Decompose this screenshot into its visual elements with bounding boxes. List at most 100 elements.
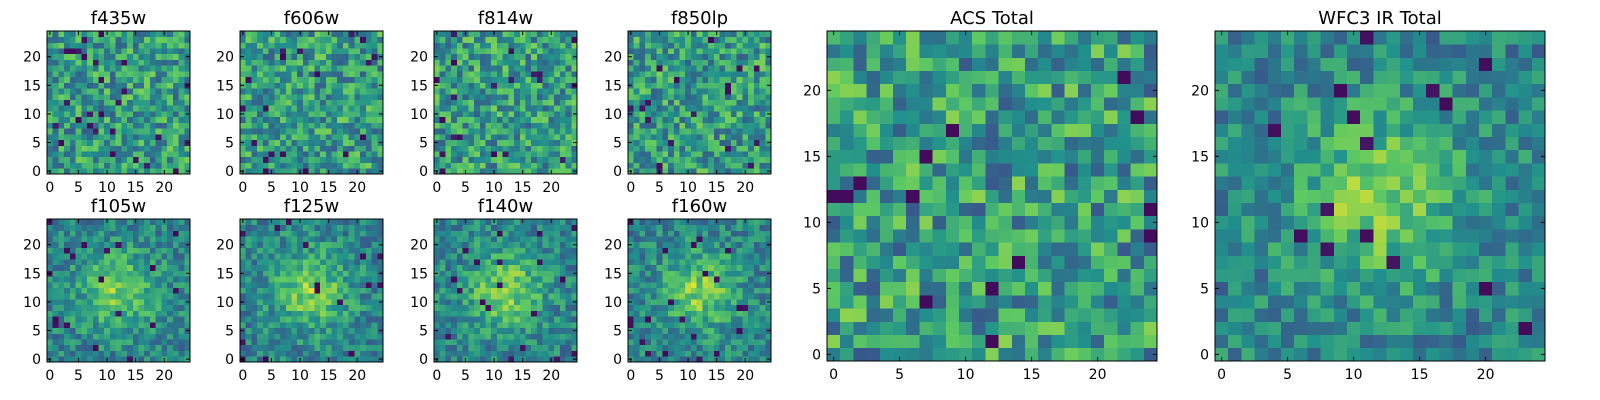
heatmap-cell <box>98 168 105 175</box>
heatmap-cell <box>87 76 94 83</box>
heatmap-cell <box>98 53 105 60</box>
y-tick-label: 20 <box>23 238 41 254</box>
heatmap-cell <box>445 122 452 129</box>
heatmap-cell <box>514 162 521 169</box>
heatmap-cell <box>753 139 760 146</box>
heatmap-cell <box>662 99 669 106</box>
heatmap-cell <box>519 247 526 254</box>
heatmap-cell <box>725 333 732 340</box>
heatmap-cell <box>257 128 264 135</box>
heatmap-cell <box>456 230 463 237</box>
heatmap-cell <box>149 230 157 237</box>
heatmap-cell <box>536 93 544 100</box>
heatmap-cell <box>765 99 772 106</box>
heatmap-cell <box>262 310 269 317</box>
heatmap-cell <box>354 36 361 43</box>
heatmap-cell <box>167 65 174 72</box>
heatmap-cell <box>87 281 94 288</box>
heatmap-cell <box>280 327 287 334</box>
heatmap-cell <box>548 281 555 288</box>
heatmap-cell <box>765 293 772 300</box>
heatmap-cell <box>337 151 344 158</box>
heatmap-cell <box>325 321 332 329</box>
heatmap-cell <box>121 53 128 60</box>
heatmap-cell <box>314 99 321 106</box>
heatmap-cell <box>87 99 94 106</box>
heatmap-cell <box>565 65 572 72</box>
heatmap-cell <box>685 151 692 158</box>
heatmap-cell <box>645 316 652 323</box>
heatmap-cell <box>121 105 128 112</box>
heatmap-cell <box>559 219 566 226</box>
heatmap-cell <box>496 333 503 340</box>
heatmap-cell <box>730 293 738 300</box>
heatmap-cell <box>536 133 544 141</box>
heatmap-cell <box>548 116 555 123</box>
heatmap-cell <box>719 299 726 306</box>
heatmap-cell <box>531 128 538 135</box>
heatmap-cell <box>708 156 715 163</box>
heatmap-cell <box>178 82 185 89</box>
heatmap-cell <box>462 65 469 72</box>
heatmap-cell <box>155 264 162 271</box>
heatmap-cell <box>753 76 760 83</box>
heatmap-cell <box>479 31 486 38</box>
heatmap-cell <box>765 310 772 317</box>
heatmap-cell <box>650 339 657 346</box>
heatmap-cell <box>161 36 168 43</box>
heatmap-cell <box>765 339 772 346</box>
heatmap-cell <box>719 93 726 100</box>
heatmap-cell <box>285 76 292 83</box>
heatmap-cell <box>474 241 481 248</box>
heatmap-cell <box>268 88 275 95</box>
x-tick-label: 0 <box>238 368 247 384</box>
heatmap-cell <box>262 299 269 306</box>
heatmap-cell <box>736 299 743 306</box>
heatmap-cell <box>496 293 503 300</box>
heatmap-cell <box>87 219 94 226</box>
heatmap-cell <box>759 71 766 78</box>
heatmap-cell <box>713 304 720 311</box>
heatmap-cell <box>753 99 760 106</box>
heatmap-cell <box>645 310 652 317</box>
heatmap-cell <box>559 99 566 106</box>
heatmap-cell <box>47 36 54 43</box>
heatmap-cell <box>633 82 640 89</box>
heatmap-cell <box>109 236 116 243</box>
heatmap-cell <box>525 293 532 300</box>
heatmap-cell <box>360 236 367 243</box>
heatmap-cell <box>178 128 185 135</box>
heatmap-cell <box>656 293 663 300</box>
heatmap-cell <box>736 276 743 283</box>
heatmap-cell <box>485 344 492 351</box>
heatmap-cell <box>725 76 732 83</box>
heatmap-cell <box>69 333 76 340</box>
heatmap-cell <box>736 350 743 357</box>
heatmap-cell <box>314 247 321 254</box>
heatmap-cell <box>531 350 538 357</box>
heatmap-cell <box>708 48 715 55</box>
heatmap-cell <box>559 344 566 351</box>
heatmap-cell <box>155 93 162 100</box>
heatmap-cell <box>75 350 82 357</box>
heatmap-cell <box>149 339 157 346</box>
heatmap-cell <box>531 93 538 100</box>
x-tick-label: 5 <box>267 180 276 196</box>
heatmap-cell <box>650 316 657 323</box>
heatmap-cell <box>542 281 549 288</box>
heatmap-cell <box>138 224 145 231</box>
heatmap-cell <box>748 59 755 66</box>
heatmap-cell <box>496 270 503 277</box>
heatmap-cell <box>525 145 532 152</box>
heatmap-cell <box>462 59 469 66</box>
heatmap-cell <box>245 168 252 175</box>
heatmap-cell <box>719 276 726 283</box>
heatmap-cell <box>656 321 663 329</box>
heatmap-cell <box>496 299 503 306</box>
heatmap-cell <box>104 162 111 169</box>
heatmap-cell <box>451 168 458 175</box>
heatmap-cell <box>759 59 766 66</box>
heatmap-cell <box>639 42 646 49</box>
y-tick-label: 0 <box>225 352 234 368</box>
heatmap-cell <box>297 230 304 237</box>
